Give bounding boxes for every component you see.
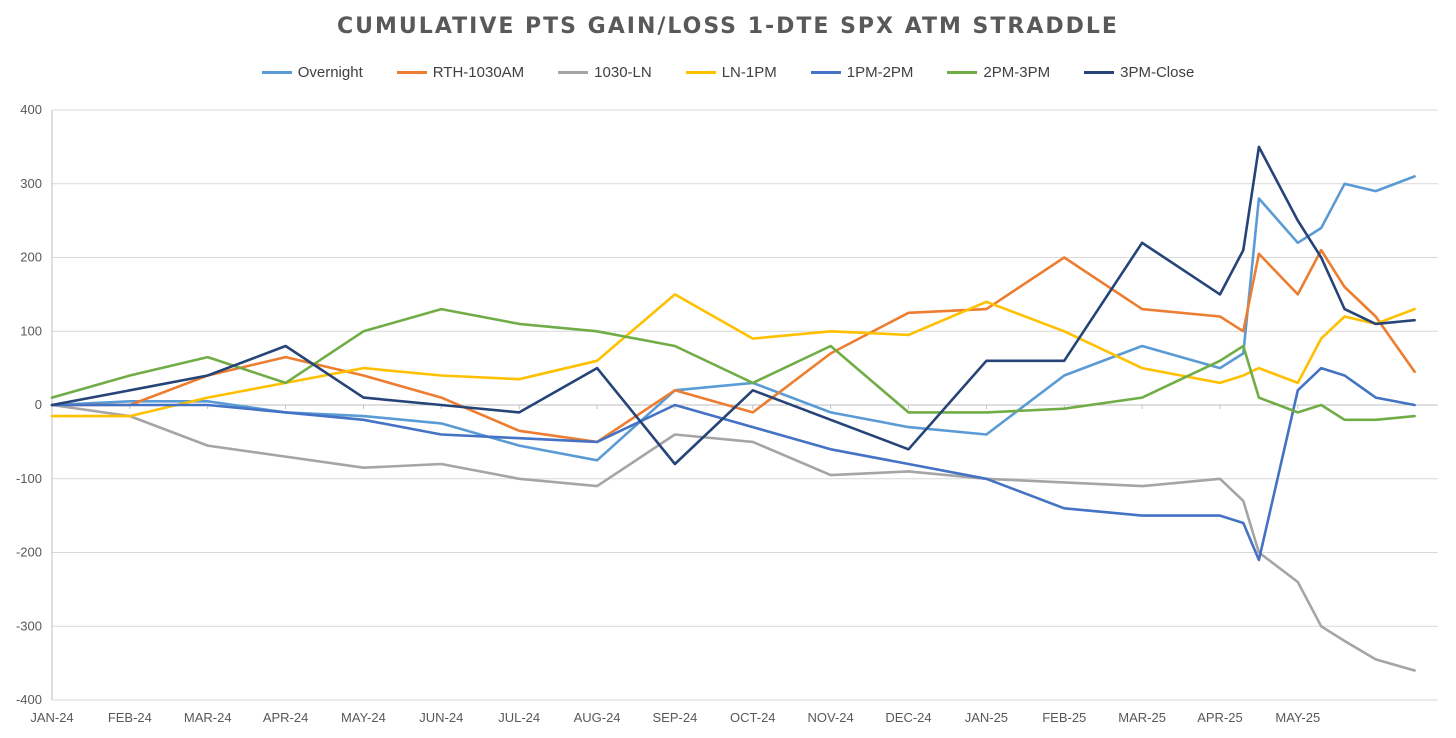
x-tick-label: AUG-24 <box>574 710 621 725</box>
x-tick-label: MAY-24 <box>341 710 386 725</box>
legend: Overnight RTH-1030AM 1030-LN LN-1PM 1PM-2PM 2… <box>0 64 1456 81</box>
legend-swatch <box>947 71 978 74</box>
legend-label: 1030-LN <box>594 64 652 81</box>
legend-label: LN-1PM <box>721 64 777 81</box>
x-tick-label: MAY-25 <box>1275 710 1320 725</box>
y-tick-label: -100 <box>16 471 42 486</box>
x-tick-label: JAN-24 <box>30 710 73 725</box>
x-tick-label: SEP-24 <box>653 710 698 725</box>
x-tick-label: DEC-24 <box>885 710 931 725</box>
y-tick-label: 300 <box>20 176 42 191</box>
series-line-2pm-3pm <box>50 307 1416 422</box>
legend-swatch <box>558 71 589 74</box>
x-tick-label: JUL-24 <box>498 710 540 725</box>
legend-item-3pm-close: 3PM-Close <box>1084 64 1194 81</box>
legend-swatch <box>685 71 716 74</box>
legend-label: Overnight <box>297 64 363 81</box>
x-tick-label: MAR-25 <box>1118 710 1166 725</box>
x-tick-label: JUN-24 <box>419 710 463 725</box>
y-tick-label: 100 <box>20 323 42 338</box>
x-tick-label: MAR-24 <box>184 710 232 725</box>
x-tick-label: FEB-25 <box>1042 710 1086 725</box>
series-line-ln-1pm <box>50 293 1416 418</box>
x-tick-label: FEB-24 <box>108 710 152 725</box>
y-tick-label: -300 <box>16 618 42 633</box>
legend-swatch <box>1084 71 1115 74</box>
legend-swatch <box>261 71 292 74</box>
legend-swatch <box>810 71 841 74</box>
y-tick-label: -400 <box>16 692 42 707</box>
legend-item-2pm-3pm: 2PM-3PM <box>947 64 1050 81</box>
series-line-1pm-2pm <box>50 366 1416 562</box>
series-line-1030-ln <box>50 403 1416 672</box>
y-tick-label: 400 <box>20 102 42 117</box>
x-tick-label: APR-24 <box>263 710 309 725</box>
x-tick-label: NOV-24 <box>808 710 854 725</box>
y-tick-label: -200 <box>16 545 42 560</box>
legend-label: 1PM-2PM <box>846 64 914 81</box>
x-tick-label: APR-25 <box>1197 710 1243 725</box>
legend-label: RTH-1030AM <box>432 64 525 81</box>
legend-label: 3PM-Close <box>1120 64 1195 81</box>
x-tick-label: JAN-25 <box>965 710 1008 725</box>
legend-item-overnight: Overnight <box>261 64 363 81</box>
legend-item-ln-1pm: LN-1PM <box>685 64 777 81</box>
chart-title: CUMULATIVE PTS GAIN/LOSS 1-DTE SPX ATM S… <box>337 14 1119 39</box>
legend-item-1pm-2pm: 1PM-2PM <box>810 64 914 81</box>
legend-swatch <box>396 71 427 74</box>
legend-label: 2PM-3PM <box>983 64 1051 81</box>
y-tick-label: 200 <box>20 250 42 265</box>
y-tick-label: 0 <box>35 397 42 412</box>
x-tick-label: OCT-24 <box>730 710 776 725</box>
legend-item-1030-ln: 1030-LN <box>558 64 652 81</box>
series-line-overnight <box>50 175 1416 462</box>
legend-item-rth-1030am: RTH-1030AM <box>396 64 525 81</box>
series-line-rth-1030am <box>50 248 1416 444</box>
series-line-3pm-close <box>50 145 1416 466</box>
